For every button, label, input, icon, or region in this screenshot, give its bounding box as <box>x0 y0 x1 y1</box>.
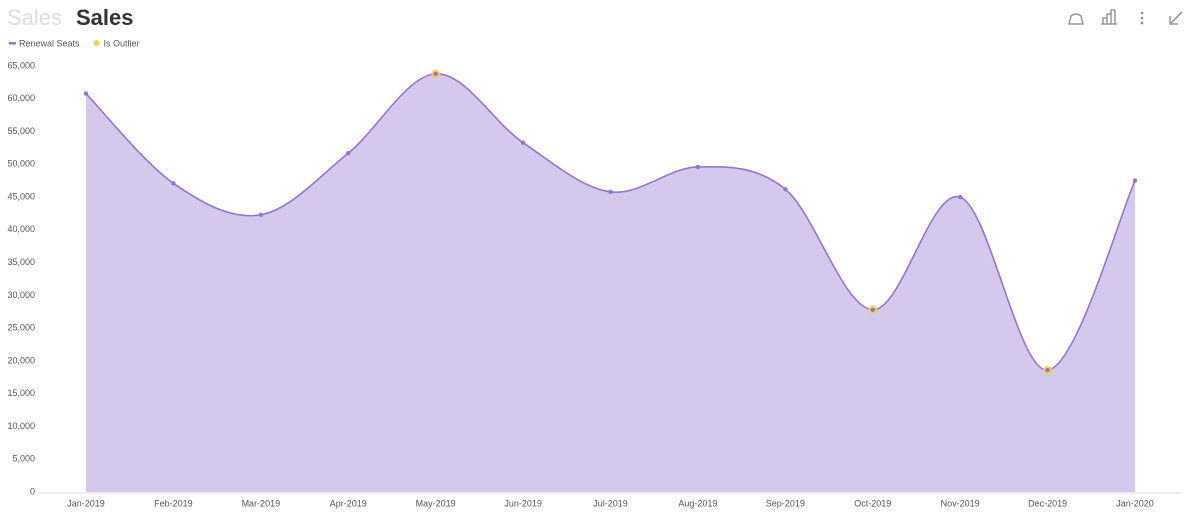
point <box>433 71 438 77</box>
y-tick-label: 40,000 <box>7 224 35 234</box>
y-tick-label: 10,000 <box>7 421 35 431</box>
y-tick-label: 60,000 <box>7 93 35 103</box>
point <box>783 187 788 192</box>
y-tick-label: 0 <box>30 486 35 496</box>
y-tick-label: 50,000 <box>7 159 35 169</box>
y-tick-label: 15,000 <box>7 388 35 398</box>
area <box>86 73 1135 493</box>
x-tick-label: Feb-2019 <box>154 498 193 508</box>
line <box>85 73 1136 371</box>
x-tick-label: Jan-2020 <box>1116 498 1154 508</box>
icon-chart-type[interactable] <box>1068 13 1084 25</box>
chart-title: Sales <box>76 5 134 30</box>
y-tick-label: 25,000 <box>7 323 35 333</box>
icon-collapse[interactable] <box>1169 11 1183 25</box>
y-tick-label: 65,000 <box>7 60 35 70</box>
point <box>695 164 701 170</box>
x-tick-label: Jun-2019 <box>504 498 542 508</box>
point <box>1132 178 1138 183</box>
breadcrumb[interactable]: Sales <box>7 5 62 30</box>
point <box>870 307 875 313</box>
point <box>346 150 351 156</box>
point <box>1045 367 1050 373</box>
legend-label: Is Outlier <box>104 38 140 48</box>
legend-label: Renewal Seats <box>19 38 80 48</box>
toolbar <box>1068 9 1183 25</box>
x-tick-label: Apr-2019 <box>330 498 367 508</box>
point <box>171 181 176 186</box>
y-tick-label: 5,000 <box>12 454 35 464</box>
x-tick-label: May-2019 <box>416 498 456 508</box>
point <box>520 140 526 145</box>
point <box>258 212 264 217</box>
x-tick-label: Dec-2019 <box>1028 498 1067 508</box>
icon-more[interactable] <box>1140 11 1144 25</box>
x-tick-label: Mar-2019 <box>242 498 281 508</box>
point <box>608 189 613 195</box>
y-tick-label: 20,000 <box>7 355 35 365</box>
x-tick-label: Oct-2019 <box>854 498 891 508</box>
x-tick-label: Jan-2019 <box>67 498 105 508</box>
legend-swatch <box>9 42 16 45</box>
x-tick-label: Aug-2019 <box>678 498 717 508</box>
y-tick-label: 35,000 <box>7 257 35 267</box>
point <box>83 91 89 96</box>
point <box>957 194 963 200</box>
icon-bar[interactable] <box>1101 9 1117 25</box>
x-tick-label: Sep-2019 <box>766 498 805 508</box>
x-tick-label: Nov-2019 <box>941 498 980 508</box>
x-tick-label: Jul-2019 <box>593 498 628 508</box>
y-tick-label: 55,000 <box>7 126 35 136</box>
legend-swatch <box>93 40 100 46</box>
y-tick-label: 45,000 <box>7 191 35 201</box>
y-tick-label: 30,000 <box>7 290 35 300</box>
